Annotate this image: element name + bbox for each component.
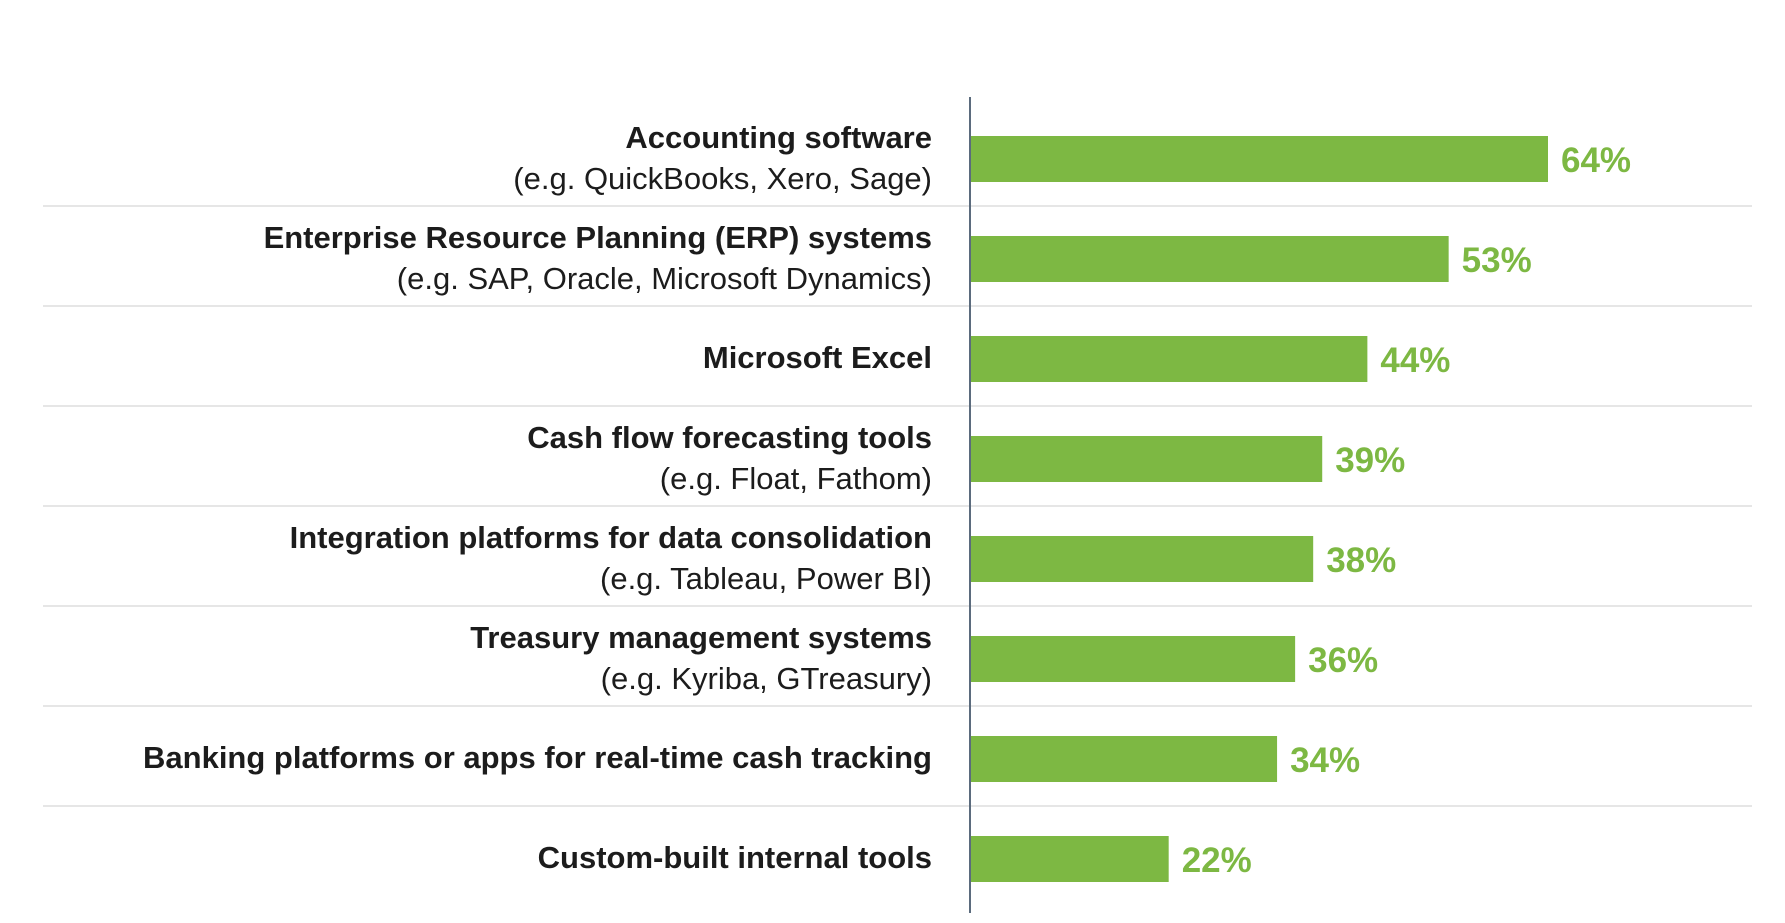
category-label-8: Custom-built internal tools (538, 840, 932, 875)
value-label-8: 22% (1182, 841, 1252, 880)
category-label-5: Integration platforms for data consolida… (290, 520, 932, 555)
category-sublabel-5: (e.g. Tableau, Power BI) (600, 561, 932, 596)
bar-2 (970, 236, 1449, 282)
bar-7 (970, 736, 1278, 782)
value-label-6: 36% (1308, 641, 1378, 680)
bar-5 (970, 536, 1314, 582)
bar-4 (970, 436, 1323, 482)
value-label-7: 34% (1290, 741, 1360, 780)
value-label-2: 53% (1462, 241, 1532, 280)
bar-6 (970, 636, 1296, 682)
value-labels: 64% 53% 44% 39% 38% 36% 34% 22% (1182, 141, 1631, 880)
category-label-6: Treasury management systems (470, 620, 932, 655)
value-label-1: 64% (1561, 141, 1631, 180)
row-separators (43, 205, 1752, 807)
value-label-5: 38% (1326, 541, 1396, 580)
bar-1 (970, 136, 1548, 182)
category-labels: Accounting software (e.g. QuickBooks, Xer… (143, 120, 932, 875)
category-sublabel-6: (e.g. Kyriba, GTreasury) (601, 661, 932, 696)
value-label-3: 44% (1380, 341, 1450, 380)
category-label-3: Microsoft Excel (703, 340, 932, 375)
category-label-4: Cash flow forecasting tools (527, 420, 932, 455)
category-sublabel-2: (e.g. SAP, Oracle, Microsoft Dynamics) (397, 261, 932, 296)
bars (970, 136, 1548, 882)
value-label-4: 39% (1335, 441, 1405, 480)
bar-3 (970, 336, 1368, 382)
bar-8 (970, 836, 1169, 882)
category-label-1: Accounting software (625, 120, 932, 155)
category-sublabel-1: (e.g. QuickBooks, Xero, Sage) (513, 161, 932, 196)
category-sublabel-4: (e.g. Float, Fathom) (660, 461, 932, 496)
category-label-7: Banking platforms or apps for real-time … (143, 740, 932, 775)
category-label-2: Enterprise Resource Planning (ERP) syste… (264, 220, 932, 255)
